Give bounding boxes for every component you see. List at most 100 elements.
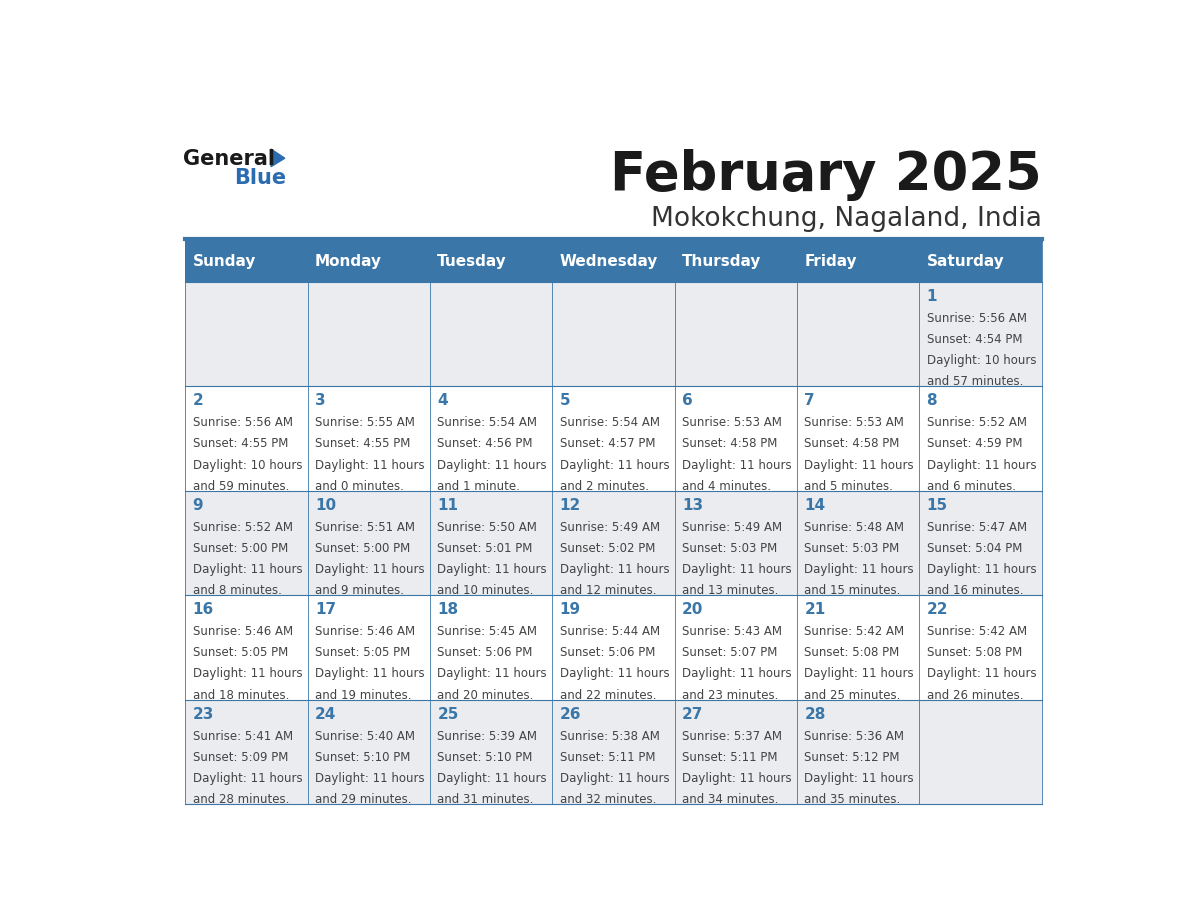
Text: 15: 15: [927, 498, 948, 513]
Text: Daylight: 11 hours: Daylight: 11 hours: [192, 772, 302, 785]
Text: Daylight: 11 hours: Daylight: 11 hours: [804, 667, 914, 680]
Bar: [552, 700, 675, 804]
Text: Sunrise: 5:46 AM: Sunrise: 5:46 AM: [315, 625, 415, 638]
Bar: [797, 241, 920, 282]
Text: and 34 minutes.: and 34 minutes.: [682, 793, 778, 806]
Text: Sunset: 5:06 PM: Sunset: 5:06 PM: [437, 646, 532, 659]
Text: and 19 minutes.: and 19 minutes.: [315, 688, 411, 701]
Text: Sunrise: 5:49 AM: Sunrise: 5:49 AM: [682, 521, 782, 533]
Text: Sunrise: 5:47 AM: Sunrise: 5:47 AM: [927, 521, 1026, 533]
Bar: [308, 282, 430, 386]
Text: Sunset: 5:08 PM: Sunset: 5:08 PM: [804, 646, 899, 659]
Text: Sunrise: 5:48 AM: Sunrise: 5:48 AM: [804, 521, 904, 533]
Bar: [185, 596, 308, 700]
Text: Sunrise: 5:53 AM: Sunrise: 5:53 AM: [682, 416, 782, 429]
Bar: [797, 386, 920, 491]
Text: 12: 12: [560, 498, 581, 513]
Bar: [552, 491, 675, 596]
Text: Sunrise: 5:46 AM: Sunrise: 5:46 AM: [192, 625, 292, 638]
Text: Daylight: 11 hours: Daylight: 11 hours: [682, 563, 791, 576]
Bar: [308, 700, 430, 804]
Text: and 0 minutes.: and 0 minutes.: [315, 480, 404, 493]
Text: Sunset: 5:00 PM: Sunset: 5:00 PM: [315, 542, 410, 554]
Text: Sunset: 4:55 PM: Sunset: 4:55 PM: [192, 437, 287, 451]
Text: Daylight: 11 hours: Daylight: 11 hours: [560, 667, 669, 680]
Bar: [675, 282, 797, 386]
Text: Sunrise: 5:42 AM: Sunrise: 5:42 AM: [804, 625, 904, 638]
Text: 9: 9: [192, 498, 203, 513]
Text: 22: 22: [927, 602, 948, 618]
Text: 27: 27: [682, 707, 703, 722]
Text: Sunset: 4:54 PM: Sunset: 4:54 PM: [927, 333, 1022, 346]
Text: Daylight: 11 hours: Daylight: 11 hours: [560, 772, 669, 785]
Text: Sunset: 4:58 PM: Sunset: 4:58 PM: [682, 437, 777, 451]
Text: and 28 minutes.: and 28 minutes.: [192, 793, 289, 806]
Text: and 29 minutes.: and 29 minutes.: [315, 793, 411, 806]
Text: Daylight: 11 hours: Daylight: 11 hours: [804, 458, 914, 472]
Text: Thursday: Thursday: [682, 254, 762, 269]
Bar: [308, 386, 430, 491]
Text: Sunset: 5:12 PM: Sunset: 5:12 PM: [804, 751, 899, 764]
Text: Mokokchung, Nagaland, India: Mokokchung, Nagaland, India: [651, 206, 1042, 231]
Text: Sunrise: 5:43 AM: Sunrise: 5:43 AM: [682, 625, 782, 638]
Bar: [920, 282, 1042, 386]
Text: 4: 4: [437, 394, 448, 409]
Text: and 23 minutes.: and 23 minutes.: [682, 688, 778, 701]
Text: and 25 minutes.: and 25 minutes.: [804, 688, 901, 701]
Text: and 10 minutes.: and 10 minutes.: [437, 584, 533, 598]
Text: Daylight: 11 hours: Daylight: 11 hours: [560, 458, 669, 472]
Text: Friday: Friday: [804, 254, 857, 269]
Text: 21: 21: [804, 602, 826, 618]
Text: 26: 26: [560, 707, 581, 722]
Bar: [675, 386, 797, 491]
Text: Sunrise: 5:54 AM: Sunrise: 5:54 AM: [437, 416, 537, 429]
Bar: [552, 386, 675, 491]
Text: and 9 minutes.: and 9 minutes.: [315, 584, 404, 598]
Bar: [552, 282, 675, 386]
Text: Daylight: 11 hours: Daylight: 11 hours: [804, 772, 914, 785]
Text: Sunset: 5:11 PM: Sunset: 5:11 PM: [682, 751, 777, 764]
Bar: [675, 491, 797, 596]
Bar: [185, 386, 308, 491]
Text: 17: 17: [315, 602, 336, 618]
Text: Sunday: Sunday: [192, 254, 257, 269]
Text: Monday: Monday: [315, 254, 383, 269]
Text: Sunrise: 5:56 AM: Sunrise: 5:56 AM: [192, 416, 292, 429]
Text: 2: 2: [192, 394, 203, 409]
Text: and 31 minutes.: and 31 minutes.: [437, 793, 533, 806]
Text: 5: 5: [560, 394, 570, 409]
Text: Sunset: 5:08 PM: Sunset: 5:08 PM: [927, 646, 1022, 659]
Bar: [920, 241, 1042, 282]
Text: and 1 minute.: and 1 minute.: [437, 480, 520, 493]
Text: Sunrise: 5:41 AM: Sunrise: 5:41 AM: [192, 730, 292, 743]
Text: Daylight: 11 hours: Daylight: 11 hours: [192, 667, 302, 680]
Bar: [675, 596, 797, 700]
Text: Sunset: 5:11 PM: Sunset: 5:11 PM: [560, 751, 655, 764]
Text: Sunset: 5:02 PM: Sunset: 5:02 PM: [560, 542, 655, 554]
Bar: [552, 596, 675, 700]
Text: Sunrise: 5:55 AM: Sunrise: 5:55 AM: [315, 416, 415, 429]
Text: 28: 28: [804, 707, 826, 722]
Text: 23: 23: [192, 707, 214, 722]
Text: Daylight: 11 hours: Daylight: 11 hours: [927, 563, 1036, 576]
Text: Daylight: 11 hours: Daylight: 11 hours: [192, 563, 302, 576]
Text: and 5 minutes.: and 5 minutes.: [804, 480, 893, 493]
Bar: [430, 241, 552, 282]
Bar: [430, 386, 552, 491]
Text: Sunrise: 5:45 AM: Sunrise: 5:45 AM: [437, 625, 537, 638]
Text: Daylight: 10 hours: Daylight: 10 hours: [192, 458, 302, 472]
Text: 18: 18: [437, 602, 459, 618]
Text: Sunset: 4:55 PM: Sunset: 4:55 PM: [315, 437, 410, 451]
Text: and 16 minutes.: and 16 minutes.: [927, 584, 1023, 598]
Bar: [430, 700, 552, 804]
Text: Sunset: 5:03 PM: Sunset: 5:03 PM: [804, 542, 899, 554]
Text: Daylight: 11 hours: Daylight: 11 hours: [315, 772, 424, 785]
Text: Sunrise: 5:53 AM: Sunrise: 5:53 AM: [804, 416, 904, 429]
Text: 10: 10: [315, 498, 336, 513]
Text: Tuesday: Tuesday: [437, 254, 507, 269]
Text: 1: 1: [927, 289, 937, 304]
Text: Sunset: 5:01 PM: Sunset: 5:01 PM: [437, 542, 532, 554]
Text: 14: 14: [804, 498, 826, 513]
Text: Sunset: 5:07 PM: Sunset: 5:07 PM: [682, 646, 777, 659]
Text: and 32 minutes.: and 32 minutes.: [560, 793, 656, 806]
